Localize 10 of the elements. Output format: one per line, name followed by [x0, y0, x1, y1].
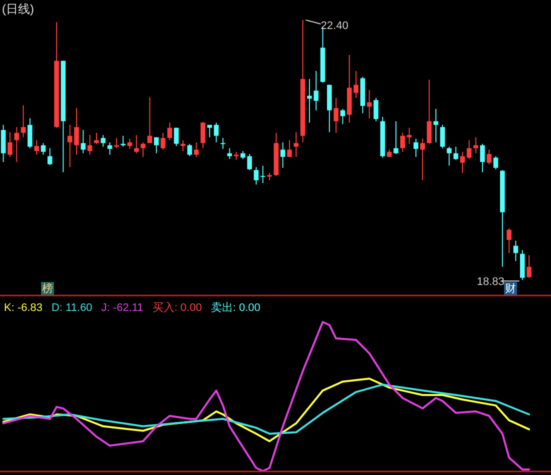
text: 榜 — [42, 282, 53, 295]
text: D: 11.60 — [52, 302, 92, 314]
annotation: 22.40 — [320, 20, 348, 32]
text: K: -6.83 — [4, 302, 43, 314]
chart-title: (日线) — [2, 2, 34, 16]
text: 卖出: 0.00 — [210, 301, 260, 314]
note: 22.40 — [305, 20, 348, 32]
text: J: -62.11 — [101, 302, 144, 314]
annotation: 18.83 — [476, 276, 504, 288]
text: 买入: 0.00 — [152, 301, 202, 314]
